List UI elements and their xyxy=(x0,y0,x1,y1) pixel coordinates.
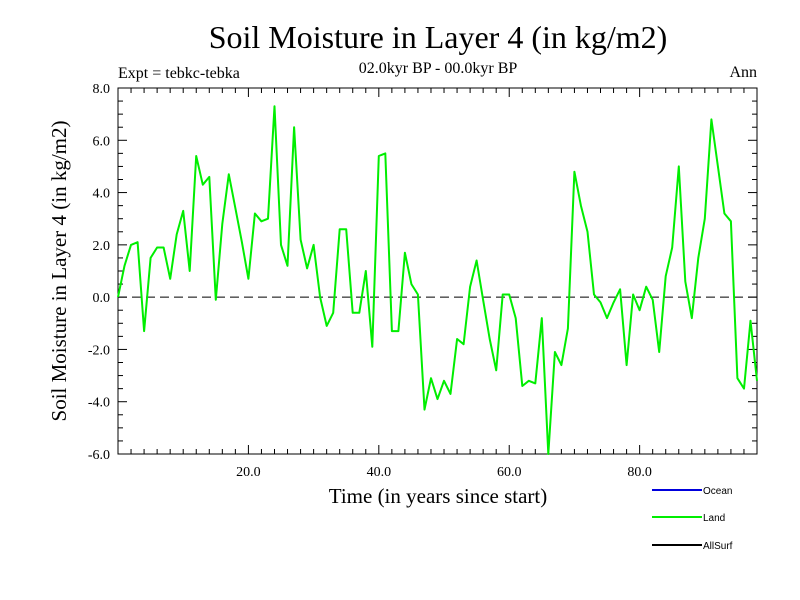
axes: -6.0 -4.0 -2.0 0.0 2.0 4.0 6.0 8.0 20.0 40.0 60.0 8… xyxy=(88,82,758,480)
y-tick-label: 6.0 xyxy=(93,134,111,149)
y-tick-label: 8.0 xyxy=(93,82,111,97)
y-tick-label: -4.0 xyxy=(88,396,110,411)
legend-label-ocean: Ocean xyxy=(703,486,732,497)
x-tick-label: 80.0 xyxy=(627,465,652,480)
x-tick-label: 40.0 xyxy=(367,465,392,480)
y-tick-label: -2.0 xyxy=(88,343,110,358)
y-tick-label: 2.0 xyxy=(93,239,111,254)
series-line-land xyxy=(117,105,758,455)
chart-title: Soil Moisture in Layer 4 (in kg/m2) xyxy=(209,19,668,55)
x-tick-label: 60.0 xyxy=(497,465,522,480)
chart-subtitle: 02.0kyr BP - 00.0kyr BP xyxy=(359,60,518,77)
legend: Ocean Land AllSurf xyxy=(652,486,733,552)
y-tick-label: -6.0 xyxy=(88,448,110,463)
x-axis-label: Time (in years since start) xyxy=(329,484,548,508)
y-axis-label: Soil Moisture in Layer 4 (in kg/m2) xyxy=(47,121,71,422)
y-tick-label: 0.0 xyxy=(93,291,111,306)
y-tick-label: 4.0 xyxy=(93,187,111,202)
experiment-label: Expt = tebkc-tebka xyxy=(118,65,240,82)
series-layer xyxy=(117,105,758,455)
legend-label-land: Land xyxy=(703,513,725,524)
season-label: Ann xyxy=(729,64,757,81)
x-tick-label: 20.0 xyxy=(236,465,261,480)
legend-label-allsurf: AllSurf xyxy=(703,541,733,552)
